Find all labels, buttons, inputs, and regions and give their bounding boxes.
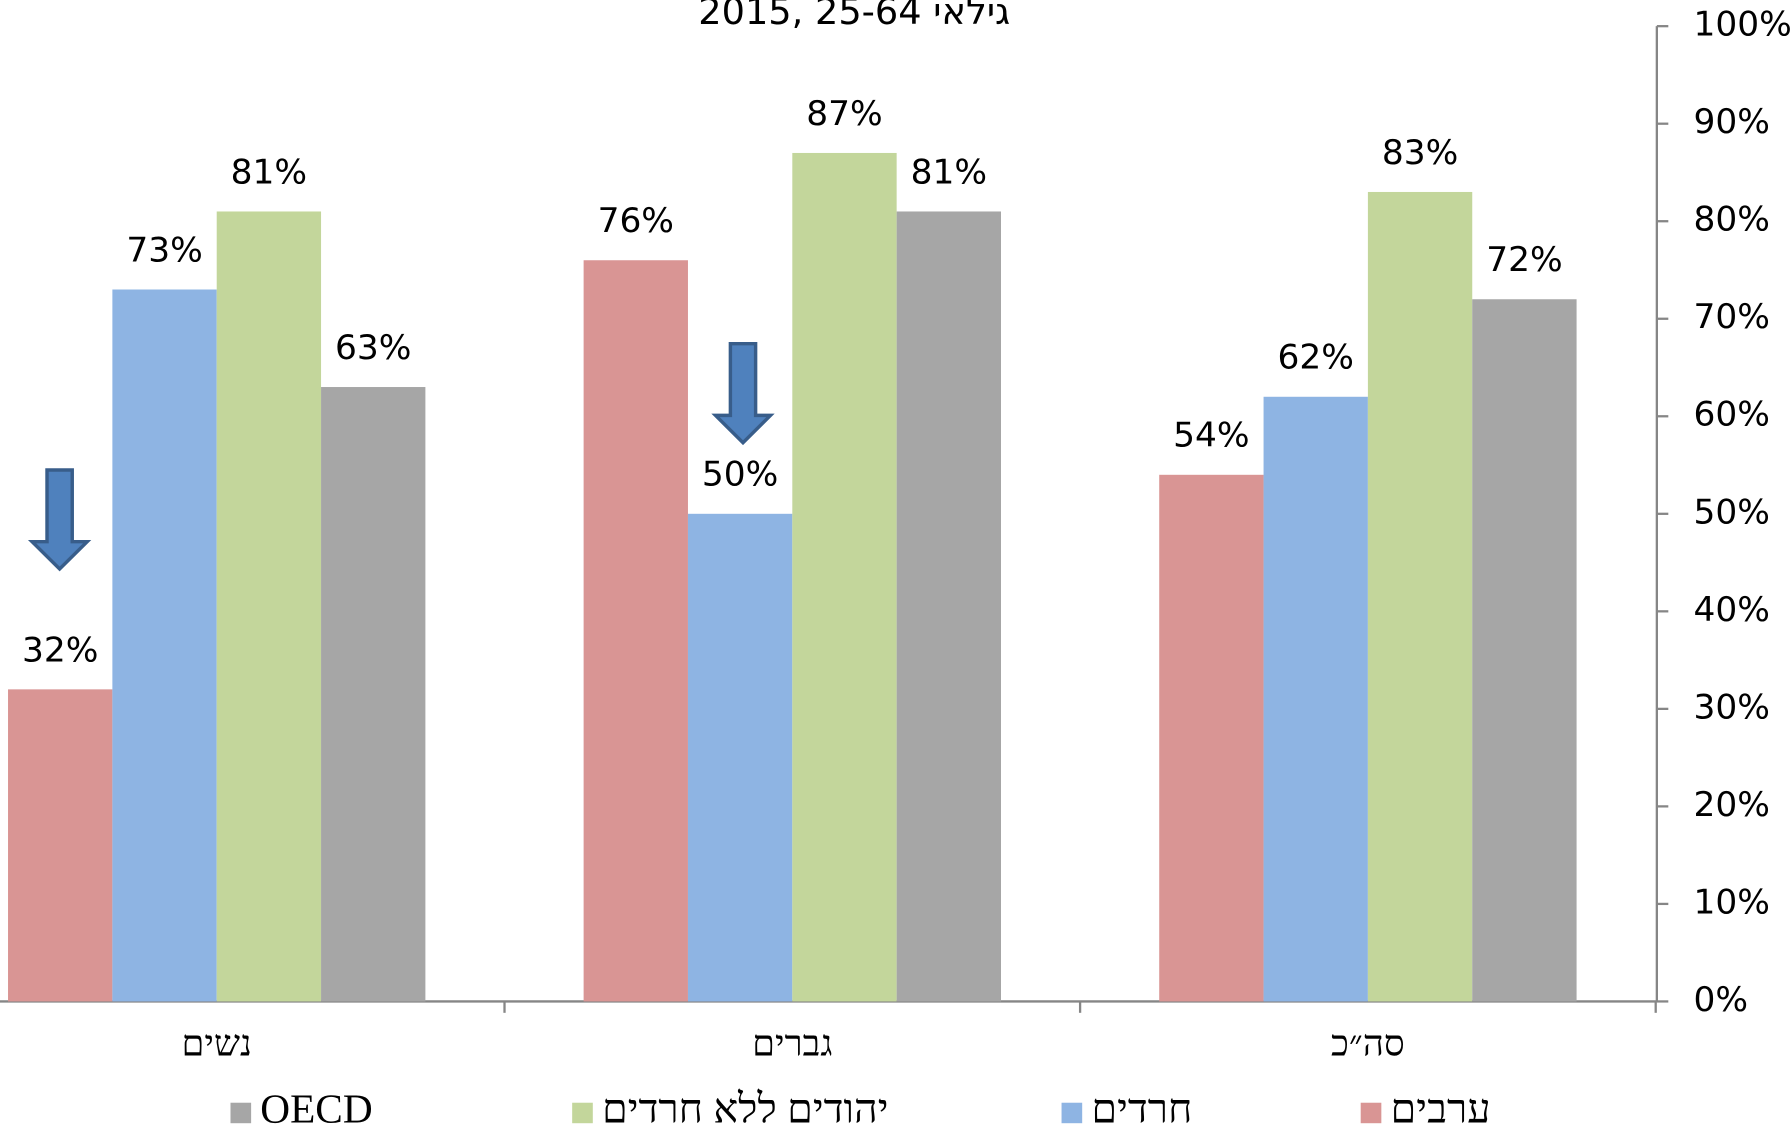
value-label: 32%: [22, 630, 98, 670]
bar: [1263, 396, 1368, 1002]
y-tick-label: 10%: [1694, 882, 1770, 922]
legend-label: חרדים: [1091, 1086, 1192, 1132]
legend-swatch: [1360, 1102, 1382, 1124]
bar: [1472, 299, 1577, 1002]
bar: [216, 211, 322, 1002]
arrow: [27, 341, 775, 572]
value-label: 73%: [126, 231, 202, 271]
legend-swatch: [1061, 1102, 1083, 1124]
y-tick-label: 50%: [1694, 492, 1770, 532]
legend-label: יהודים ללא חרדים: [602, 1086, 889, 1132]
value-label: 62%: [1278, 338, 1354, 378]
value-label: 81%: [231, 153, 307, 193]
value-label: 63%: [335, 328, 411, 368]
chart-title: 2015, גילאי 25-64: [698, 0, 1010, 33]
bar: [583, 260, 688, 1002]
legend-label: OECD: [260, 1086, 372, 1132]
bar: [321, 387, 426, 1002]
bar: [896, 211, 1001, 1002]
legend-swatch: [572, 1102, 593, 1124]
y-tick-label: 40%: [1694, 590, 1770, 630]
x-tick-label: סה״כ: [1331, 1022, 1405, 1063]
value-label: 83%: [1382, 133, 1458, 173]
bar: [687, 513, 793, 1002]
y-tick-label: 60%: [1694, 395, 1770, 435]
y-tick-label: 100%: [1694, 5, 1791, 45]
x-tick-label: גברים: [752, 1022, 832, 1063]
y-tick-label: 90%: [1694, 102, 1770, 142]
value-label: 50%: [702, 455, 778, 495]
value-label: 76%: [598, 201, 674, 241]
y-tick-label: 70%: [1694, 297, 1770, 337]
bar: [112, 289, 217, 1002]
y-tick-label: 20%: [1694, 785, 1770, 825]
value-label: 54%: [1173, 416, 1249, 456]
value-label: 87%: [806, 94, 882, 134]
bar: [1159, 474, 1264, 1002]
value-label: 72%: [1486, 240, 1562, 280]
value-label: 81%: [911, 153, 987, 193]
bar: [1367, 191, 1473, 1002]
legend-label: ערבים: [1391, 1086, 1491, 1132]
y-tick-label: 80%: [1694, 200, 1770, 240]
x-tick-label: נשים: [181, 1022, 251, 1063]
y-tick-label: 0%: [1694, 980, 1749, 1020]
y-tick-label: 30%: [1694, 687, 1770, 727]
bar: [8, 689, 113, 1002]
legend-swatch: [230, 1102, 252, 1124]
bar: [792, 152, 897, 1002]
